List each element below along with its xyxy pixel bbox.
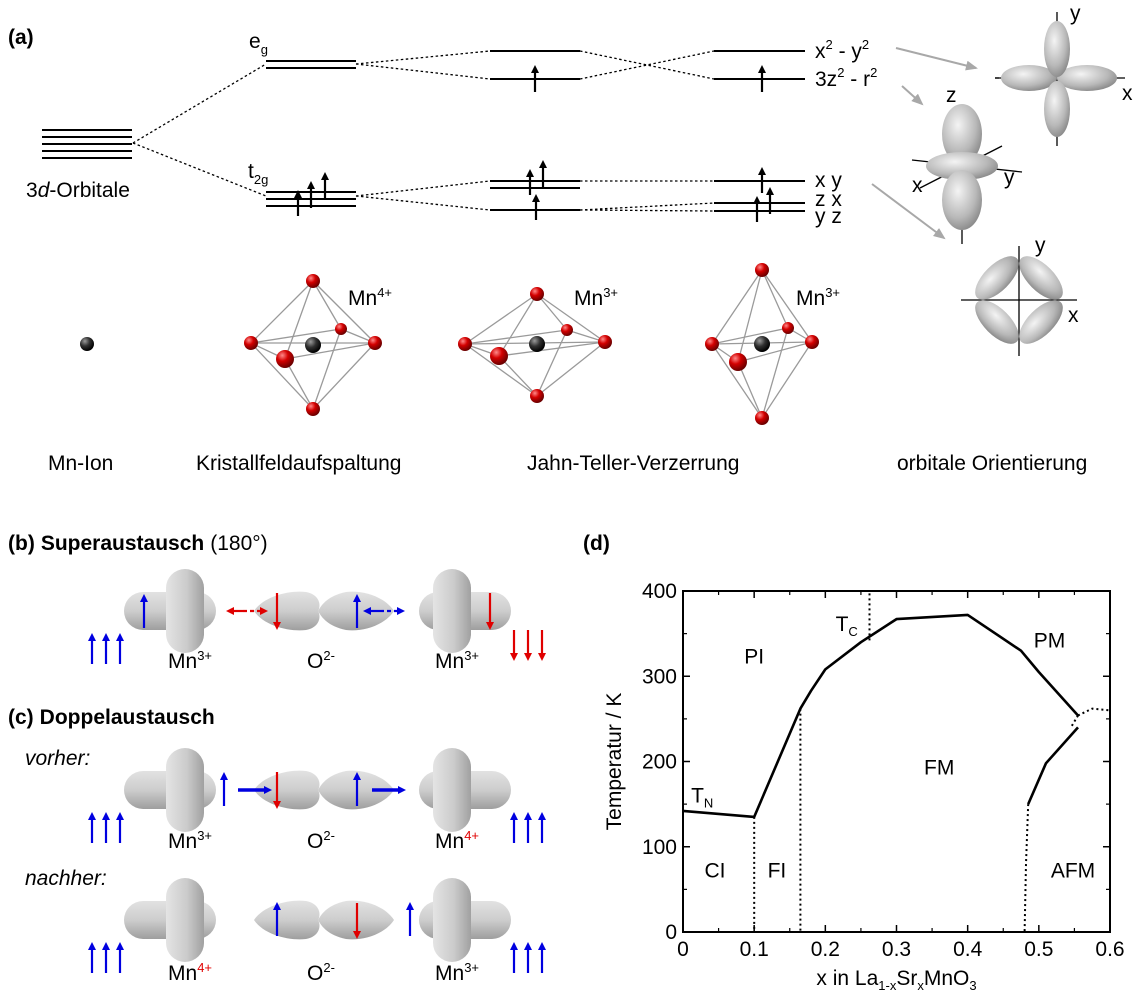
region-label: PM (1034, 629, 1066, 652)
y-tick-label: 100 (642, 836, 677, 859)
mn4-label-c2: Mn4+ (168, 960, 212, 985)
panel-a-label: (a) (8, 26, 34, 49)
o2-label-c2: O2- (307, 960, 335, 985)
mn3-label-c2: Mn3+ (435, 960, 479, 985)
orientation-spin-arrows (753, 65, 774, 222)
mn-ion-sphere (80, 337, 94, 351)
region-label: PI (744, 645, 764, 668)
right-spin-triplet-c2 (510, 942, 546, 973)
caption-jahn-teller: Jahn-Teller-Verzerrung (527, 452, 739, 475)
x-tick-label: 0.6 (1095, 938, 1124, 961)
phase-diagram-chart: 0 0.1 0.2 0.3 0.4 0.5 0.6 0 100 200 300 400 PI TC PM FM… (603, 580, 1125, 993)
double-exchange-chain-after (124, 878, 511, 962)
3d-orbital-levels (42, 129, 132, 159)
jahn-teller-spin-arrows (526, 65, 547, 220)
mn3-label-b2: Mn3+ (435, 648, 479, 673)
orbital-3z2-r2-label: 3z2 - r2 (815, 65, 877, 91)
x-tick-label: 0.5 (1024, 938, 1053, 961)
vorher-label: vorher: (25, 747, 90, 770)
x-tick-label: 0.1 (740, 938, 769, 961)
t2g-spin-arrows (294, 172, 329, 216)
dxy-orbital (961, 246, 1077, 356)
o2-label-c1: O2- (307, 828, 335, 853)
double-exchange-spins-after (273, 902, 414, 939)
dx2-y2-orbital (995, 12, 1125, 146)
y-tick-label: 200 (642, 751, 677, 774)
caption-kristallfeld: Kristallfeldaufspaltung (196, 452, 401, 475)
superexchange-chain (124, 569, 511, 653)
phase-boundary-solid (682, 613, 1079, 819)
caption-orbitale-orientierung: orbitale Orientierung (897, 452, 1087, 475)
region-label: TN (691, 784, 713, 810)
orbital-yz-label: y z (815, 205, 842, 228)
panel-d-label: (d) (583, 532, 610, 555)
eg-label: eg (249, 30, 268, 57)
orbital-xy-label: x y (815, 169, 842, 192)
orbital-x2-y2-label: x2 - y2 (815, 37, 869, 63)
octahedron-mn4 (244, 274, 382, 416)
axis-x-label-3: x (1068, 304, 1079, 327)
octahedron-mn3-jt (458, 287, 612, 403)
right-spin-triplet-c1 (510, 812, 546, 843)
x-tick-label: 0.4 (953, 938, 983, 961)
y-tick-label: 300 (642, 665, 677, 688)
left-spin-triplet-c1 (88, 812, 124, 843)
orbital-zx-label: z x (815, 188, 842, 211)
left-spin-triplet-c2 (88, 942, 124, 973)
double-exchange-chain-before (124, 748, 511, 832)
mn4-label-a: Mn4+ (348, 285, 392, 310)
region-label: CI (705, 859, 726, 882)
y-tick-label: 0 (665, 921, 677, 944)
region-label: AFM (1051, 859, 1095, 882)
phase-boundary-dotted (1023, 804, 1030, 933)
axis-y-label-1: y (1070, 2, 1081, 25)
panel-c-title: (c) Doppelaustausch (8, 706, 215, 729)
y-axis-label: Temperatur / K (603, 693, 626, 831)
dz2-orbital (911, 104, 1023, 244)
region-label: FM (924, 756, 954, 779)
axis-x-label-1: x (1122, 82, 1133, 105)
axis-y-label-3: y (1035, 234, 1046, 257)
double-exchange-spins-before (220, 772, 406, 809)
nachher-label: nachher: (25, 867, 107, 890)
axis-y-label-2: y (1004, 166, 1015, 189)
panel-b-title: (b) Superaustausch (180°) (8, 532, 268, 555)
orientation-levels (714, 50, 805, 212)
3d-orbitale-label: 3d-Orbitale (26, 179, 130, 202)
axis-x-label-2: x (912, 174, 923, 197)
eg-levels (266, 60, 356, 69)
left-spin-triplet-b (88, 633, 124, 664)
t2g-label: t2g (248, 160, 268, 187)
mn4-label-c1: Mn4+ (435, 828, 479, 853)
mn3-label-c1: Mn3+ (168, 828, 212, 853)
superexchange-spins (140, 593, 494, 630)
x-axis-label: x in La1-xSrxMnO3 (816, 967, 976, 993)
y-tick-label: 400 (642, 580, 677, 603)
region-label: TC (836, 613, 858, 639)
axis-z-label: z (946, 84, 957, 107)
x-tick-label: 0.2 (811, 938, 840, 961)
caption-mn-ion: Mn-Ion (48, 452, 113, 475)
right-spin-triplet-b (510, 630, 546, 661)
region-label: FI (768, 859, 787, 882)
level-connectors (132, 50, 715, 212)
phase-boundary-solid (1027, 726, 1079, 805)
octahedron-mn3-orient (705, 263, 819, 425)
orbital-pointer-arrows (871, 47, 978, 240)
mn3-label-a2: Mn3+ (796, 285, 840, 310)
mn3-label-b1: Mn3+ (168, 648, 212, 673)
o2-label-b: O2- (307, 648, 335, 673)
phase-boundary-dotted (1077, 707, 1111, 717)
phase-boundary-dotted (1070, 714, 1079, 728)
x-tick-label: 0 (677, 938, 689, 961)
x-tick-label: 0.3 (882, 938, 911, 961)
mn3-label-a1: Mn3+ (574, 285, 618, 310)
